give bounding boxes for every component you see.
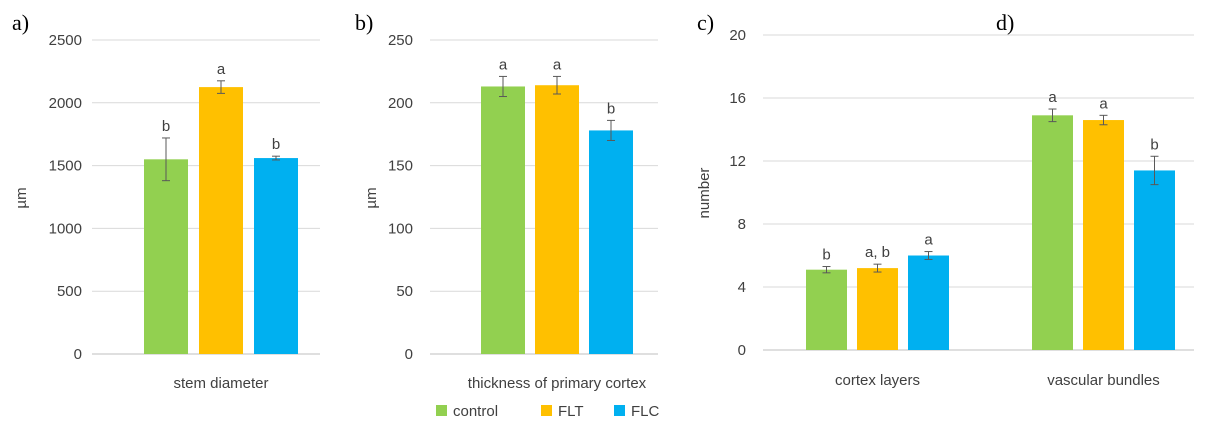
significance-letter: a bbox=[924, 232, 933, 249]
x-category-label: thickness of primary cortex bbox=[468, 375, 647, 392]
significance-letter: b bbox=[272, 136, 280, 153]
bar bbox=[589, 130, 633, 354]
significance-letter: b bbox=[607, 100, 615, 117]
bar bbox=[535, 85, 579, 354]
y-tick-label: 2000 bbox=[49, 95, 82, 112]
legend-label: control bbox=[453, 403, 498, 420]
y-tick-label: 150 bbox=[388, 158, 413, 175]
y-tick-label: 500 bbox=[57, 283, 82, 300]
significance-letter: a, b bbox=[865, 244, 890, 261]
y-tick-label: 1000 bbox=[49, 220, 82, 237]
bar bbox=[857, 268, 898, 350]
legend-label: FLT bbox=[558, 403, 584, 420]
significance-letter: a bbox=[1099, 95, 1108, 112]
bar bbox=[1032, 115, 1073, 350]
bar bbox=[1134, 170, 1175, 350]
chart-panel: 0 4 8 12 16 20 number c) d) b a, b a cortex layers a a… bbox=[696, 10, 1194, 389]
y-tick-label: 250 bbox=[388, 32, 413, 49]
significance-letter: b bbox=[822, 247, 830, 264]
significance-letter: a bbox=[217, 61, 226, 78]
legend: control FLT FLC bbox=[436, 403, 660, 420]
chart-panel: 0 500 1000 1500 2000 2500 µm a) b a b stem diameter bbox=[12, 10, 320, 392]
bar bbox=[908, 255, 949, 350]
y-axis-title: µm bbox=[13, 187, 30, 208]
significance-letter: b bbox=[1150, 136, 1158, 153]
bar bbox=[144, 159, 188, 354]
x-category-label: cortex layers bbox=[835, 372, 920, 389]
y-tick-label: 8 bbox=[738, 216, 746, 233]
bar bbox=[1083, 120, 1124, 350]
significance-letter: a bbox=[499, 56, 508, 73]
y-tick-label: 12 bbox=[729, 153, 746, 170]
y-tick-label: 2500 bbox=[49, 32, 82, 49]
y-tick-label: 50 bbox=[396, 283, 413, 300]
y-tick-label: 100 bbox=[388, 220, 413, 237]
y-axis-title: number bbox=[696, 168, 713, 219]
y-tick-label: 0 bbox=[738, 342, 746, 359]
chart-panel: 0 50 100 150 200 250 µm b) a a b thickness of prima… bbox=[355, 10, 658, 392]
y-tick-label: 0 bbox=[74, 346, 82, 363]
significance-letter: a bbox=[1048, 89, 1057, 106]
legend-swatch bbox=[541, 405, 552, 416]
bar bbox=[806, 269, 847, 350]
legend-swatch bbox=[614, 405, 625, 416]
y-tick-label: 1500 bbox=[49, 158, 82, 175]
y-tick-label: 16 bbox=[729, 90, 746, 107]
x-category-label: stem diameter bbox=[173, 375, 268, 392]
panel-letter: c) bbox=[697, 10, 714, 35]
panel-letter: d) bbox=[996, 10, 1014, 35]
significance-letter: a bbox=[553, 56, 562, 73]
panel-letter: b) bbox=[355, 10, 373, 35]
bar bbox=[254, 158, 298, 354]
panel-letter: a) bbox=[12, 10, 29, 35]
legend-swatch bbox=[436, 405, 447, 416]
bar bbox=[481, 86, 525, 355]
y-tick-label: 4 bbox=[738, 279, 746, 296]
y-axis-title: µm bbox=[363, 187, 380, 208]
legend-label: FLC bbox=[631, 403, 660, 420]
y-tick-label: 20 bbox=[729, 27, 746, 44]
y-tick-label: 0 bbox=[405, 346, 413, 363]
bar bbox=[199, 87, 243, 354]
significance-letter: b bbox=[162, 118, 170, 135]
y-tick-label: 200 bbox=[388, 95, 413, 112]
x-category-label: vascular bundles bbox=[1047, 372, 1160, 389]
